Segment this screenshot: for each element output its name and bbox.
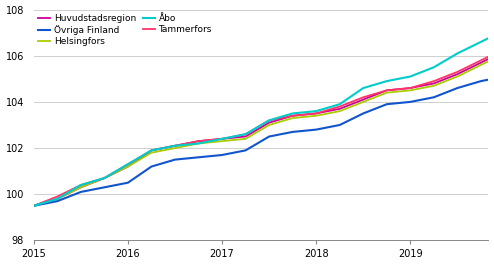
Legend: Huvudstadsregion, Övriga Finland, Helsingfors, Åbo, Tammerfors, : Huvudstadsregion, Övriga Finland, Helsin… — [37, 12, 213, 48]
